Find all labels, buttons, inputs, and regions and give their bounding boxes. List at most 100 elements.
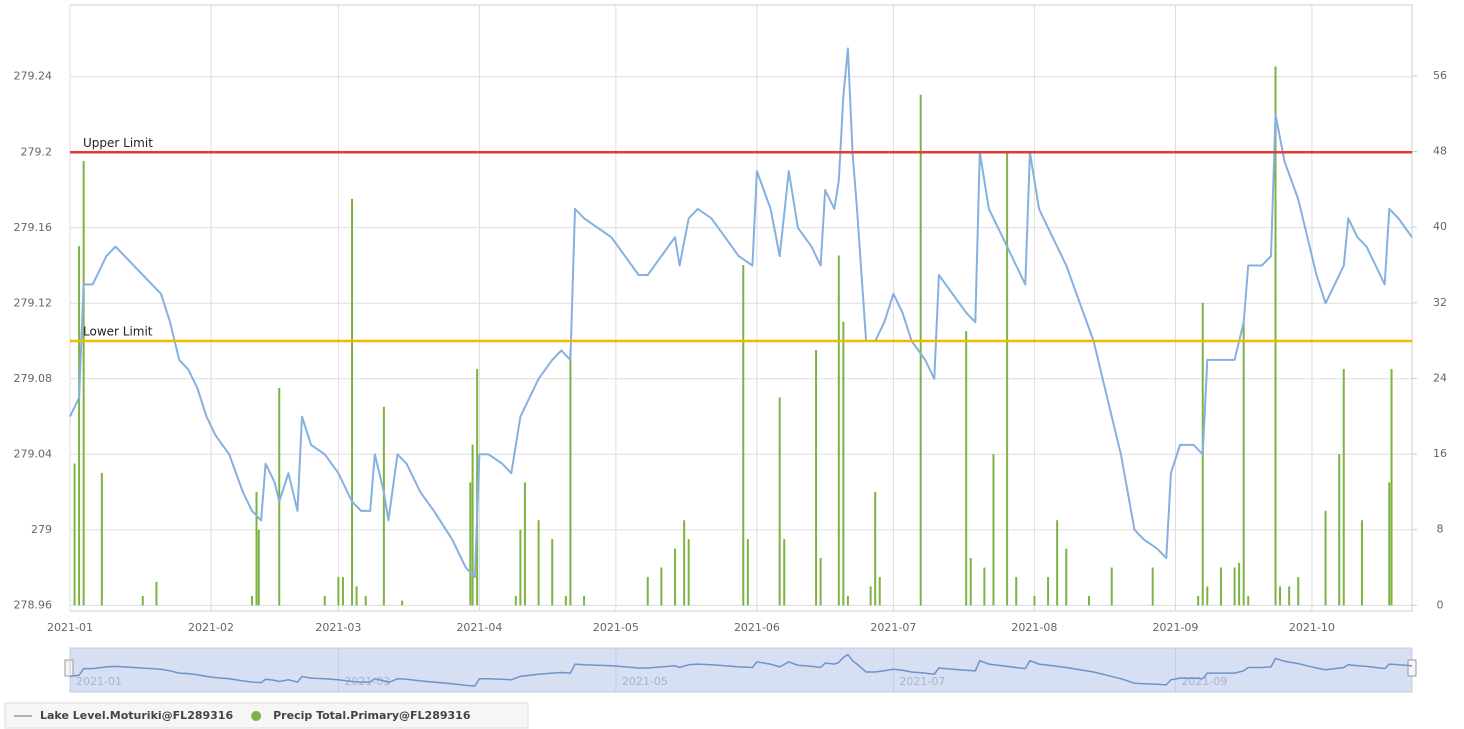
y-tick-label: 279.16 bbox=[14, 221, 53, 234]
bar bbox=[874, 491, 877, 606]
y2-tick-label: 16 bbox=[1433, 447, 1447, 460]
bar bbox=[1088, 595, 1091, 606]
legend-label: Precip Total.Primary@FL289316 bbox=[273, 709, 471, 722]
bar bbox=[1047, 576, 1050, 606]
bar bbox=[155, 581, 158, 606]
bar bbox=[965, 331, 968, 606]
bar bbox=[1274, 66, 1277, 606]
bar bbox=[1033, 595, 1036, 606]
bar bbox=[78, 246, 81, 606]
bar bbox=[1388, 482, 1391, 606]
y-tick-label: 279.24 bbox=[14, 70, 53, 83]
bar bbox=[878, 576, 881, 606]
bar bbox=[837, 255, 840, 606]
y-tick-label: 279.12 bbox=[14, 296, 53, 309]
bar bbox=[351, 198, 354, 606]
x-tick-label: 2021-03 bbox=[315, 621, 361, 634]
bar bbox=[683, 520, 686, 606]
reference-label: Lower Limit bbox=[83, 325, 153, 339]
bar bbox=[819, 558, 822, 606]
navigator[interactable] bbox=[69, 647, 1413, 693]
bar bbox=[355, 586, 358, 606]
y2-tick-label: 24 bbox=[1433, 371, 1447, 384]
bar bbox=[1233, 567, 1236, 606]
bar bbox=[746, 539, 749, 606]
bar bbox=[1279, 586, 1282, 606]
bar bbox=[341, 576, 344, 606]
bar bbox=[250, 595, 253, 606]
bar bbox=[1360, 520, 1363, 606]
y-tick-label: 279.2 bbox=[21, 145, 53, 158]
navigator-handle[interactable] bbox=[64, 659, 74, 677]
bar bbox=[364, 595, 367, 606]
bar bbox=[1151, 567, 1154, 606]
bar bbox=[1342, 368, 1345, 606]
bar bbox=[1297, 576, 1300, 606]
bar bbox=[646, 576, 649, 606]
bar bbox=[82, 160, 85, 606]
bar bbox=[742, 264, 745, 606]
x-tick-label: 2021-10 bbox=[1289, 621, 1335, 634]
x-tick-label: 2021-02 bbox=[188, 621, 234, 634]
bar bbox=[869, 586, 872, 606]
navigator-handle[interactable] bbox=[1407, 659, 1417, 677]
y2-tick-label: 48 bbox=[1433, 145, 1447, 158]
bar bbox=[471, 444, 474, 606]
y-tick-label: 279.04 bbox=[14, 447, 53, 460]
bar bbox=[1238, 562, 1241, 606]
x-tick-label: 2021-07 bbox=[870, 621, 916, 634]
line bbox=[69, 47, 1413, 578]
y-tick-label: 279 bbox=[31, 523, 52, 536]
bar bbox=[1015, 576, 1018, 606]
navigator-tick-label: 2021-01 bbox=[76, 675, 122, 688]
bar bbox=[551, 539, 554, 606]
bar bbox=[1110, 567, 1113, 606]
bar bbox=[992, 454, 995, 606]
bar bbox=[778, 397, 781, 606]
legend bbox=[4, 702, 529, 729]
y-tick-label: 279.08 bbox=[14, 372, 53, 385]
bar bbox=[1006, 151, 1009, 606]
bar bbox=[278, 387, 281, 606]
y2-tick-label: 32 bbox=[1433, 296, 1447, 309]
navigator-tick-label: 2021-05 bbox=[622, 675, 668, 688]
x-tick-label: 2021-08 bbox=[1011, 621, 1057, 634]
bar bbox=[323, 595, 326, 606]
bar bbox=[846, 595, 849, 606]
x-tick-label: 2021-05 bbox=[593, 621, 639, 634]
bar bbox=[564, 595, 567, 606]
bar bbox=[842, 321, 845, 606]
y2-tick-label: 0 bbox=[1437, 598, 1444, 611]
bar bbox=[969, 558, 972, 606]
bar bbox=[919, 94, 922, 606]
y2-tick-label: 56 bbox=[1433, 69, 1447, 82]
bar bbox=[569, 350, 572, 606]
legend-items: Lake Level.Moturiki@FL289316 Precip Total… bbox=[14, 709, 471, 722]
y-tick-label: 278.96 bbox=[14, 598, 53, 611]
bar bbox=[100, 472, 103, 606]
bar bbox=[1065, 548, 1068, 606]
bar bbox=[469, 482, 472, 606]
bar bbox=[255, 491, 258, 606]
y2-tick-label: 40 bbox=[1433, 220, 1447, 233]
bar bbox=[382, 406, 385, 606]
navigator-tick-label: 2021-07 bbox=[899, 675, 945, 688]
bar bbox=[337, 576, 340, 606]
bar bbox=[73, 463, 76, 606]
bar bbox=[660, 567, 663, 606]
bar bbox=[1197, 595, 1200, 606]
bar bbox=[815, 350, 818, 606]
plot-area bbox=[69, 4, 1413, 612]
bar bbox=[1288, 586, 1291, 606]
x-tick-label: 2021-06 bbox=[734, 621, 780, 634]
bar bbox=[1338, 454, 1341, 606]
x-tick-label: 2021-01 bbox=[47, 621, 93, 634]
bar bbox=[983, 567, 986, 606]
bar bbox=[687, 539, 690, 606]
bar bbox=[1247, 595, 1250, 606]
bar bbox=[1056, 520, 1059, 606]
legend-symbol bbox=[251, 711, 262, 721]
bar bbox=[257, 529, 260, 606]
